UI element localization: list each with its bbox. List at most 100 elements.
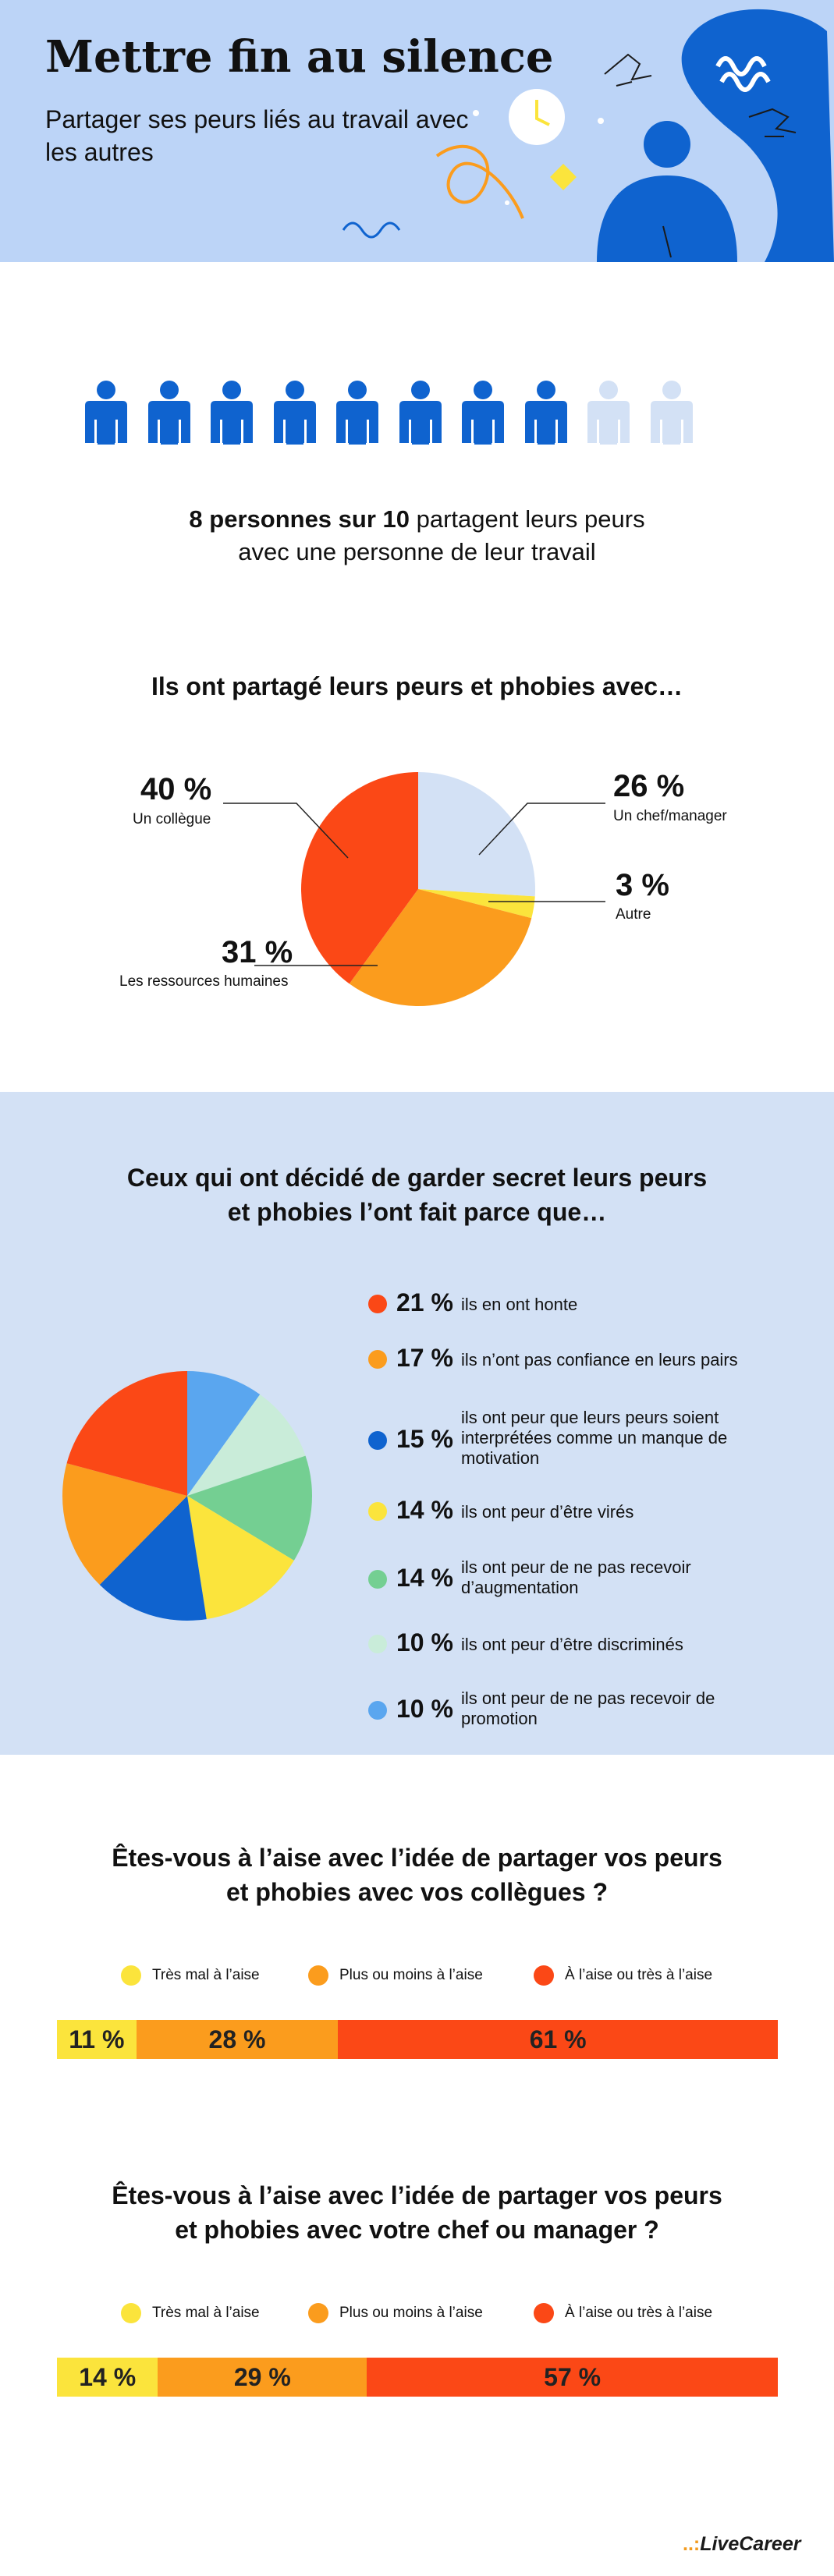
person-icon-filled [336, 381, 378, 445]
legend-label: Très mal à l’aise [152, 1967, 260, 1983]
squiggle-decoration [342, 221, 401, 239]
pie-slice-colleague [301, 772, 418, 984]
dot-decoration [473, 110, 479, 116]
pie-slice-shame [66, 1371, 188, 1496]
people-stat-line1: 8 personnes sur 10 partagent leurs peurs [0, 503, 834, 536]
reasons-title: Ceux qui ont décidé de garder secret leu… [0, 1160, 834, 1229]
bar-segment-uncomfortable: 14 % [57, 2358, 158, 2397]
person-icon-filled [273, 381, 316, 445]
dot-decoration [598, 118, 604, 124]
reason-item: 14 % ils ont peur d’être virés [368, 1496, 805, 1527]
logo-text: LiveCareer [700, 2533, 801, 2555]
reason-text: ils ont peur de ne pas recevoir de promo… [461, 1688, 715, 1728]
pie-slice-other [418, 889, 535, 919]
slice-label-colleague: Un collègue [133, 811, 211, 827]
legend-dot [308, 1965, 328, 1986]
reason-item: 10 % ils ont peur de ne pas recevoir de … [368, 1688, 805, 1735]
logo-dots: ..: [683, 2533, 701, 2555]
people-icon-row [82, 381, 706, 451]
reason-pct: 10 % [396, 1628, 453, 1657]
diamond-decoration [550, 164, 577, 190]
legend-label: Très mal à l’aise [152, 2305, 260, 2321]
header-illustration [342, 9, 834, 262]
header-banner: Mettre fin au silence Partager ses peurs… [0, 0, 834, 262]
slice-pct-colleague: 40 % [140, 772, 212, 806]
reason-item: 10 % ils ont peur d’être discriminés [368, 1628, 805, 1660]
legend-dot [368, 1502, 387, 1521]
bar-segment-neutral: 29 % [158, 2358, 367, 2397]
leader-line-manager [478, 803, 605, 856]
pie-slice-hr [349, 889, 532, 1006]
pie-slice-discriminated [187, 1394, 306, 1496]
pie-slice-promotion [187, 1371, 261, 1496]
legend-dot [368, 1295, 387, 1313]
person-head [644, 121, 690, 168]
reason-item: 15 % ils ont peur que leurs peurs soient… [368, 1408, 805, 1470]
person-detail [662, 225, 672, 258]
reason-item: 21 % ils en ont honte [368, 1288, 805, 1320]
slice-pct-other: 3 % [616, 868, 669, 902]
question1-title-line2: et phobies avec vos collègues ? [225, 1878, 609, 1906]
leader-line-colleague [223, 803, 349, 859]
legend-label: À l’aise ou très à l’aise [565, 1967, 713, 1983]
slice-pct-hr: 31 % [222, 935, 293, 969]
legend-dot [308, 2303, 328, 2323]
legend-dot [534, 1965, 554, 1986]
pie-slice-no-trust [62, 1463, 187, 1586]
question2-title-line1: Êtes-vous à l’aise avec l’idée de partag… [112, 2181, 722, 2209]
person-icon-filled [524, 381, 567, 445]
legend-dot [368, 1635, 387, 1653]
reason-text: ils en ont honte [461, 1295, 578, 1314]
legend-dot [368, 1350, 387, 1369]
legend-dot [534, 2303, 554, 2323]
legend-dot [121, 1965, 141, 1986]
clock-hands [535, 100, 550, 126]
bar-segment-uncomfortable: 11 % [57, 2020, 137, 2059]
reason-text: ils ont peur que leurs peurs soient inte… [461, 1408, 728, 1468]
person-icon-empty [650, 381, 693, 445]
reason-item: 14 % ils ont peur de ne pas recevoir d’a… [368, 1557, 805, 1604]
reason-text: ils ont peur d’être discriminés [461, 1635, 683, 1654]
hand-outline [604, 53, 652, 87]
reason-text: ils ont peur de ne pas recevoir d’augmen… [461, 1557, 691, 1597]
legend-label: Plus ou moins à l’aise [339, 2305, 483, 2321]
hand-outline [748, 108, 797, 137]
legend-dot [368, 1570, 387, 1589]
page-subtitle: Partager ses peurs liés au travail avec … [45, 105, 469, 166]
reason-pct: 10 % [396, 1695, 453, 1723]
reason-text: ils n’ont pas confiance en leurs pairs [461, 1350, 738, 1369]
swirl-decoration [435, 144, 524, 219]
reason-pct: 15 % [396, 1425, 453, 1453]
reason-item: 17 % ils n’ont pas confiance en leurs pa… [368, 1344, 805, 1375]
slice-label-manager: Un chef/manager [613, 808, 727, 824]
wave-shape [681, 9, 834, 262]
legend-dot [368, 1431, 387, 1450]
bar-segment-comfortable: 57 % [367, 2358, 778, 2397]
question2-stacked-bar: 14 % 29 % 57 % [57, 2358, 778, 2397]
person-icon-empty [587, 381, 630, 445]
legend-label: À l’aise ou très à l’aise [565, 2305, 713, 2321]
people-stat-rest: partagent leurs peurs [410, 505, 645, 533]
reason-text: ils ont peur d’être virés [461, 1502, 634, 1522]
squiggle-decoration [719, 72, 771, 92]
person-body [597, 175, 737, 262]
question2-legend: Très mal à l’aise Plus ou moins à l’aise… [0, 2301, 834, 2325]
legend-dot [368, 1701, 387, 1720]
question1-stacked-bar: 11 % 28 % 61 % [57, 2020, 778, 2059]
bar-segment-neutral: 28 % [136, 2020, 339, 2059]
pie-slice-fired [187, 1496, 294, 1620]
reasons-title-line1: Ceux qui ont décidé de garder secret leu… [126, 1164, 708, 1192]
reason-pct: 14 % [396, 1496, 453, 1524]
legend-label: Plus ou moins à l’aise [339, 1967, 483, 1983]
person-icon-filled [462, 381, 504, 445]
livecareer-logo[interactable]: ..:LiveCareer [683, 2533, 800, 2556]
question1-title-line1: Êtes-vous à l’aise avec l’idée de partag… [112, 1844, 722, 1872]
question1-legend: Très mal à l’aise Plus ou moins à l’aise… [0, 1964, 834, 1987]
slice-label-hr: Les ressources humaines [119, 973, 289, 990]
person-icon-filled [399, 381, 442, 445]
pie-reasons-chart [62, 1371, 313, 1621]
reason-pct: 14 % [396, 1564, 453, 1592]
question1-title: Êtes-vous à l’aise avec l’idée de partag… [0, 1841, 834, 1911]
reasons-section: Ceux qui ont décidé de garder secret leu… [0, 1092, 834, 1755]
people-stat-line2: avec une personne de leur travail [238, 538, 596, 565]
